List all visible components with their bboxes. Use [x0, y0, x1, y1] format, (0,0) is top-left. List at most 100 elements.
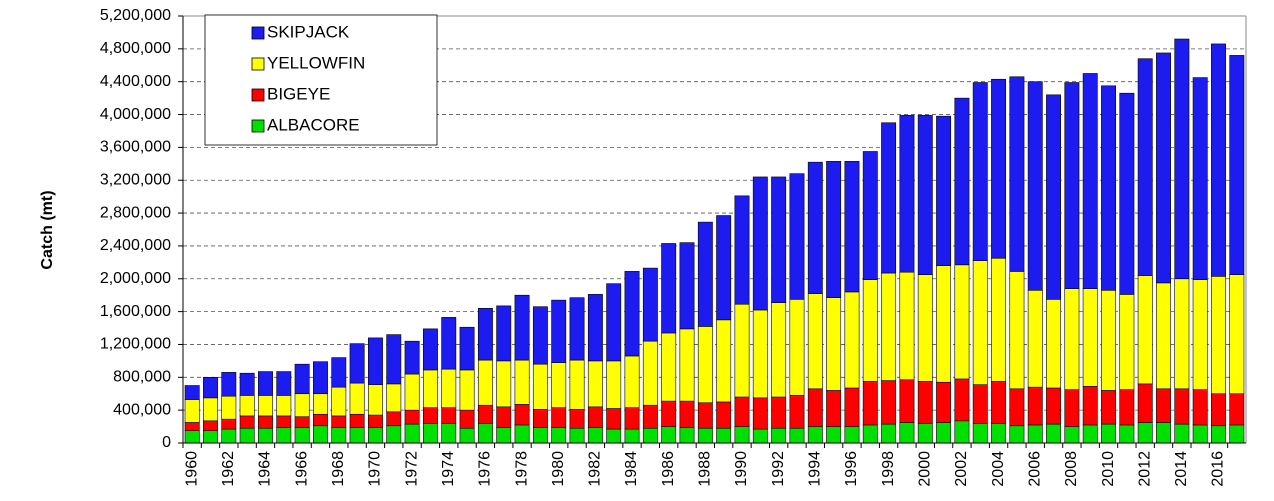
- bar-segment: [404, 423, 420, 444]
- bar-segment: [954, 97, 970, 266]
- legend-label: YELLOWFIN: [267, 53, 365, 72]
- bar-segment: [459, 369, 475, 411]
- bar-segment: [954, 378, 970, 422]
- bar-segment: [459, 427, 475, 444]
- bar-segment: [807, 388, 823, 427]
- x-tick-label: 2002: [953, 451, 970, 487]
- bar-segment: [1046, 298, 1062, 389]
- bar-segment: [258, 427, 273, 444]
- bar-segment: [789, 173, 805, 300]
- bar-segment: [477, 359, 493, 406]
- bar-segment: [587, 360, 603, 408]
- bar-segment: [1229, 393, 1245, 426]
- bar-segment: [642, 404, 658, 429]
- y-tick-label: 2,400,000: [100, 237, 171, 254]
- bar-segment: [551, 427, 567, 444]
- bar-segment: [367, 384, 383, 416]
- bar-segment: [624, 271, 640, 357]
- y-tick-label: 400,000: [113, 401, 171, 418]
- bar-segment: [1082, 73, 1098, 289]
- bar-segment: [258, 395, 273, 417]
- bar-segment: [1064, 426, 1080, 444]
- y-tick-label: 5,200,000: [100, 7, 171, 24]
- bar-segment: [422, 328, 438, 371]
- bar-segment: [1101, 390, 1116, 425]
- bar-segment: [826, 161, 842, 298]
- bar-segment: [386, 425, 402, 444]
- bar-segment: [991, 78, 1007, 259]
- bar-segment: [459, 326, 475, 371]
- y-tick-label: 4,400,000: [100, 73, 171, 90]
- x-tick-label: 1960: [183, 451, 200, 487]
- x-tick-label: 1996: [843, 451, 860, 487]
- bar-segment: [258, 415, 273, 429]
- x-tick-label: 1988: [697, 451, 714, 487]
- bar-segment: [881, 380, 897, 425]
- bar-segment: [404, 373, 420, 411]
- bar-segment: [917, 115, 933, 275]
- bar-segment: [991, 422, 1007, 444]
- bar-segment: [313, 425, 328, 444]
- bar-segment: [422, 369, 438, 408]
- bar-segment: [386, 383, 402, 413]
- bar-segment: [1082, 288, 1098, 387]
- bar-segment: [221, 428, 237, 444]
- bar-segment: [1192, 77, 1208, 280]
- x-tick-label: 1990: [733, 451, 750, 487]
- bar-segment: [422, 407, 438, 424]
- bar-segment: [587, 427, 603, 444]
- bar-segment: [569, 427, 585, 444]
- bar-segment: [642, 340, 658, 406]
- bar-segment: [1027, 424, 1043, 444]
- bar-segment: [294, 393, 310, 418]
- x-tick-label: 2014: [1173, 451, 1190, 487]
- bar-segment: [496, 360, 512, 408]
- y-tick-label: 1,600,000: [100, 303, 171, 320]
- bar-segment: [624, 428, 640, 444]
- bar-segment: [203, 397, 218, 422]
- bar-segment: [899, 115, 915, 273]
- bar-segment: [1119, 294, 1135, 390]
- bar-segment: [239, 372, 255, 396]
- bar-segment: [789, 395, 805, 429]
- bar-segment: [331, 357, 347, 388]
- bar-segment: [991, 381, 1007, 424]
- bar-segment: [477, 308, 493, 361]
- bar-segment: [239, 415, 255, 429]
- bar-segment: [697, 326, 713, 404]
- x-tick-label: 1966: [293, 451, 310, 487]
- bar-segment: [1009, 271, 1025, 390]
- bar-segment: [1009, 388, 1025, 427]
- bar-segment: [276, 415, 292, 428]
- bar-segment: [881, 423, 897, 444]
- bar-segment: [184, 430, 200, 444]
- bar-segment: [606, 428, 622, 444]
- bar-segment: [532, 306, 548, 365]
- x-tick-label: 1968: [330, 451, 347, 487]
- bar-segment: [716, 401, 732, 429]
- bar-segment: [203, 430, 218, 444]
- bar-segment: [752, 309, 768, 399]
- bar-segment: [844, 426, 860, 444]
- bar-segment: [789, 427, 805, 444]
- bar-segment: [606, 360, 622, 409]
- bar-segment: [1082, 386, 1098, 426]
- y-axis-title: Catch (mt): [39, 190, 56, 269]
- bar-segment: [771, 396, 787, 429]
- bar-segment: [1119, 389, 1135, 426]
- bar-segment: [294, 416, 310, 428]
- bar-segment: [624, 407, 640, 430]
- bar-segment: [221, 395, 237, 420]
- bar-segment: [1082, 424, 1098, 444]
- bar-segment: [1174, 278, 1190, 390]
- bar-segment: [221, 372, 237, 397]
- bar-segment: [752, 397, 768, 430]
- bar-segment: [1027, 81, 1043, 291]
- bar-segment: [1211, 43, 1226, 277]
- bar-segment: [807, 293, 823, 390]
- bar-segment: [514, 404, 530, 426]
- bar-segment: [294, 363, 310, 395]
- x-tick-label: 2010: [1100, 451, 1117, 487]
- bar-segment: [532, 363, 548, 410]
- bar-segment: [734, 426, 750, 444]
